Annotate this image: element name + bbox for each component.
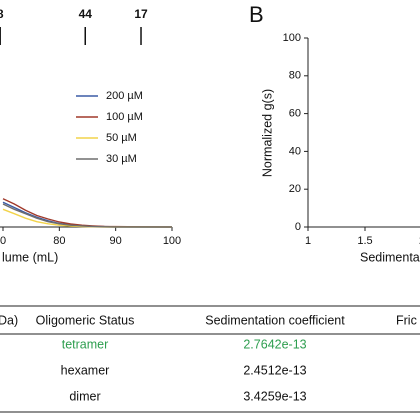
table-header: Fric	[396, 313, 417, 327]
y-tick-label: 100	[283, 32, 301, 44]
x-tick-label: 80	[53, 235, 65, 247]
table: Da) Oligomeric Status Sedimentation coeffi…	[0, 305, 420, 413]
coefficient-cell: 2.7642e-13	[243, 337, 306, 351]
panel-a: 0 80 90 100 lume (mL) 8 44 17 200 µM 100 µM 50 µM 3…	[0, 7, 181, 264]
legend-label: 200 µM	[106, 90, 143, 102]
x-tick-label: 1.5	[357, 235, 372, 247]
y-tick-label: 40	[289, 145, 301, 157]
table-header: Oligomeric Status	[36, 313, 135, 327]
y-tick-label: 80	[289, 70, 301, 82]
table-header: Sedimentation coefficient	[205, 313, 345, 327]
x-axis-label: Sedimenta	[360, 250, 420, 264]
series-line	[2, 198, 173, 228]
x-tick-label: 0	[0, 235, 6, 247]
marker-label: 44	[79, 7, 93, 21]
y-axis-label: Normalized g(s)	[260, 89, 274, 177]
x-tick-label: 2	[419, 235, 420, 247]
legend-label: 30 µM	[106, 153, 137, 165]
y-tick-label: 60	[289, 108, 301, 120]
legend-label: 100 µM	[106, 111, 143, 123]
panel-b: B 0 20 40 60 80 100 1 1.5 2 Normalized g(s) Sedimen…	[249, 2, 420, 264]
y-tick-label: 20	[289, 183, 301, 195]
marker-label: 8	[0, 7, 4, 21]
plot-lines	[2, 198, 173, 228]
coefficient-cell: 3.4259e-13	[243, 389, 306, 403]
x-tick-label: 90	[110, 235, 122, 247]
legend-label: 50 µM	[106, 132, 137, 144]
status-cell: dimer	[69, 389, 100, 403]
panel-label: B	[249, 2, 264, 27]
marker-label: 17	[134, 7, 148, 21]
coefficient-cell: 2.4512e-13	[243, 363, 306, 377]
status-cell: tetramer	[62, 337, 109, 351]
status-cell: hexamer	[61, 363, 110, 377]
x-axis-label: lume (mL)	[2, 250, 58, 264]
series-line	[2, 203, 172, 228]
x-tick-label: 100	[163, 235, 181, 247]
table-header: Da)	[0, 313, 18, 327]
x-tick-label: 1	[305, 235, 311, 247]
y-tick-label: 0	[295, 221, 301, 233]
